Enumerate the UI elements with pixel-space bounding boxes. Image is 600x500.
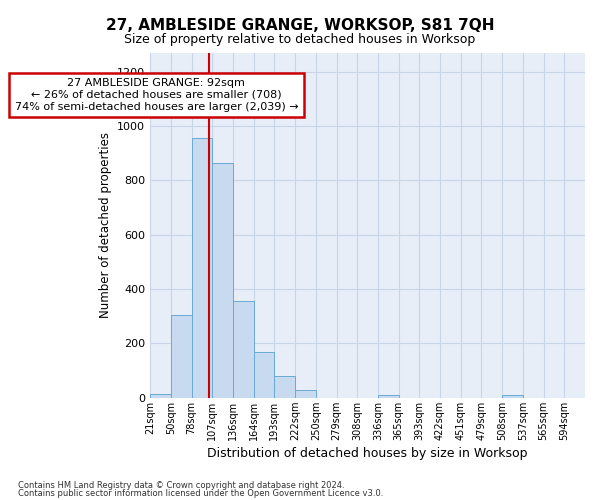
Bar bbox=[378, 394, 398, 398]
Bar bbox=[233, 302, 254, 398]
Bar bbox=[254, 352, 274, 398]
Bar bbox=[150, 394, 171, 398]
Text: Contains public sector information licensed under the Open Government Licence v3: Contains public sector information licen… bbox=[18, 489, 383, 498]
Bar bbox=[191, 138, 212, 398]
Y-axis label: Number of detached properties: Number of detached properties bbox=[98, 132, 112, 318]
Text: Size of property relative to detached houses in Worksop: Size of property relative to detached ho… bbox=[124, 32, 476, 46]
Bar bbox=[502, 394, 523, 398]
X-axis label: Distribution of detached houses by size in Worksop: Distribution of detached houses by size … bbox=[208, 447, 528, 460]
Bar bbox=[212, 162, 233, 398]
Bar bbox=[171, 315, 191, 398]
Bar bbox=[274, 376, 295, 398]
Bar bbox=[295, 390, 316, 398]
Text: 27 AMBLESIDE GRANGE: 92sqm
← 26% of detached houses are smaller (708)
74% of sem: 27 AMBLESIDE GRANGE: 92sqm ← 26% of deta… bbox=[14, 78, 298, 112]
Text: Contains HM Land Registry data © Crown copyright and database right 2024.: Contains HM Land Registry data © Crown c… bbox=[18, 480, 344, 490]
Text: 27, AMBLESIDE GRANGE, WORKSOP, S81 7QH: 27, AMBLESIDE GRANGE, WORKSOP, S81 7QH bbox=[106, 18, 494, 32]
